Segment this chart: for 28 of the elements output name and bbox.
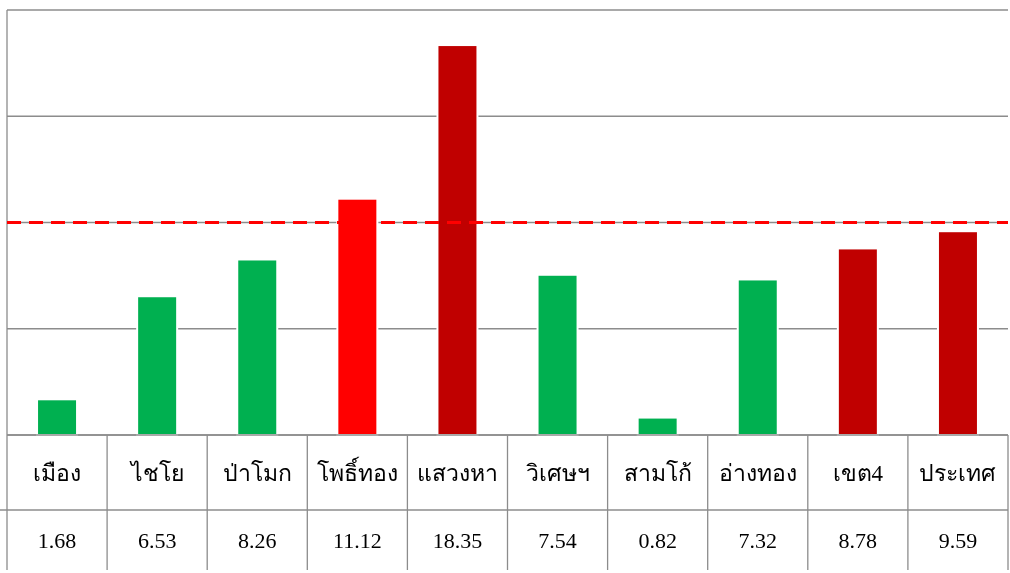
x-tick-label: สามโก้ [623,459,692,486]
x-tick-label: ไชโย [128,459,184,486]
x-tick-label: โพธิ์ทอง [316,455,398,486]
bar [36,398,79,436]
bar [536,273,579,436]
x-tick-label: ประเทศ [919,460,997,486]
data-label: 6.53 [137,528,177,553]
x-tick-label: แสวงหา [416,460,498,486]
bar [836,247,879,436]
data-label: 18.35 [432,528,483,553]
bar [436,44,479,436]
bar [736,278,779,436]
data-label: 9.59 [938,528,978,553]
data-label: 11.12 [333,528,382,553]
bar [936,230,979,436]
x-tick-label: ป่าโมก [222,459,292,486]
data-label: 1.68 [37,528,77,553]
data-label: 7.54 [538,528,577,553]
data-label: 8.78 [838,528,878,553]
x-tick-label: อ่างทอง [718,460,797,486]
bar [136,295,179,436]
x-tick-label: วิเศษฯ [525,460,590,486]
bar [236,258,279,436]
data-label: 0.82 [638,528,677,553]
data-label: 7.32 [738,528,777,553]
x-tick-label: เมือง [33,460,82,486]
data-label: 8.26 [238,528,277,553]
x-tick-label: เขต4 [832,460,884,486]
